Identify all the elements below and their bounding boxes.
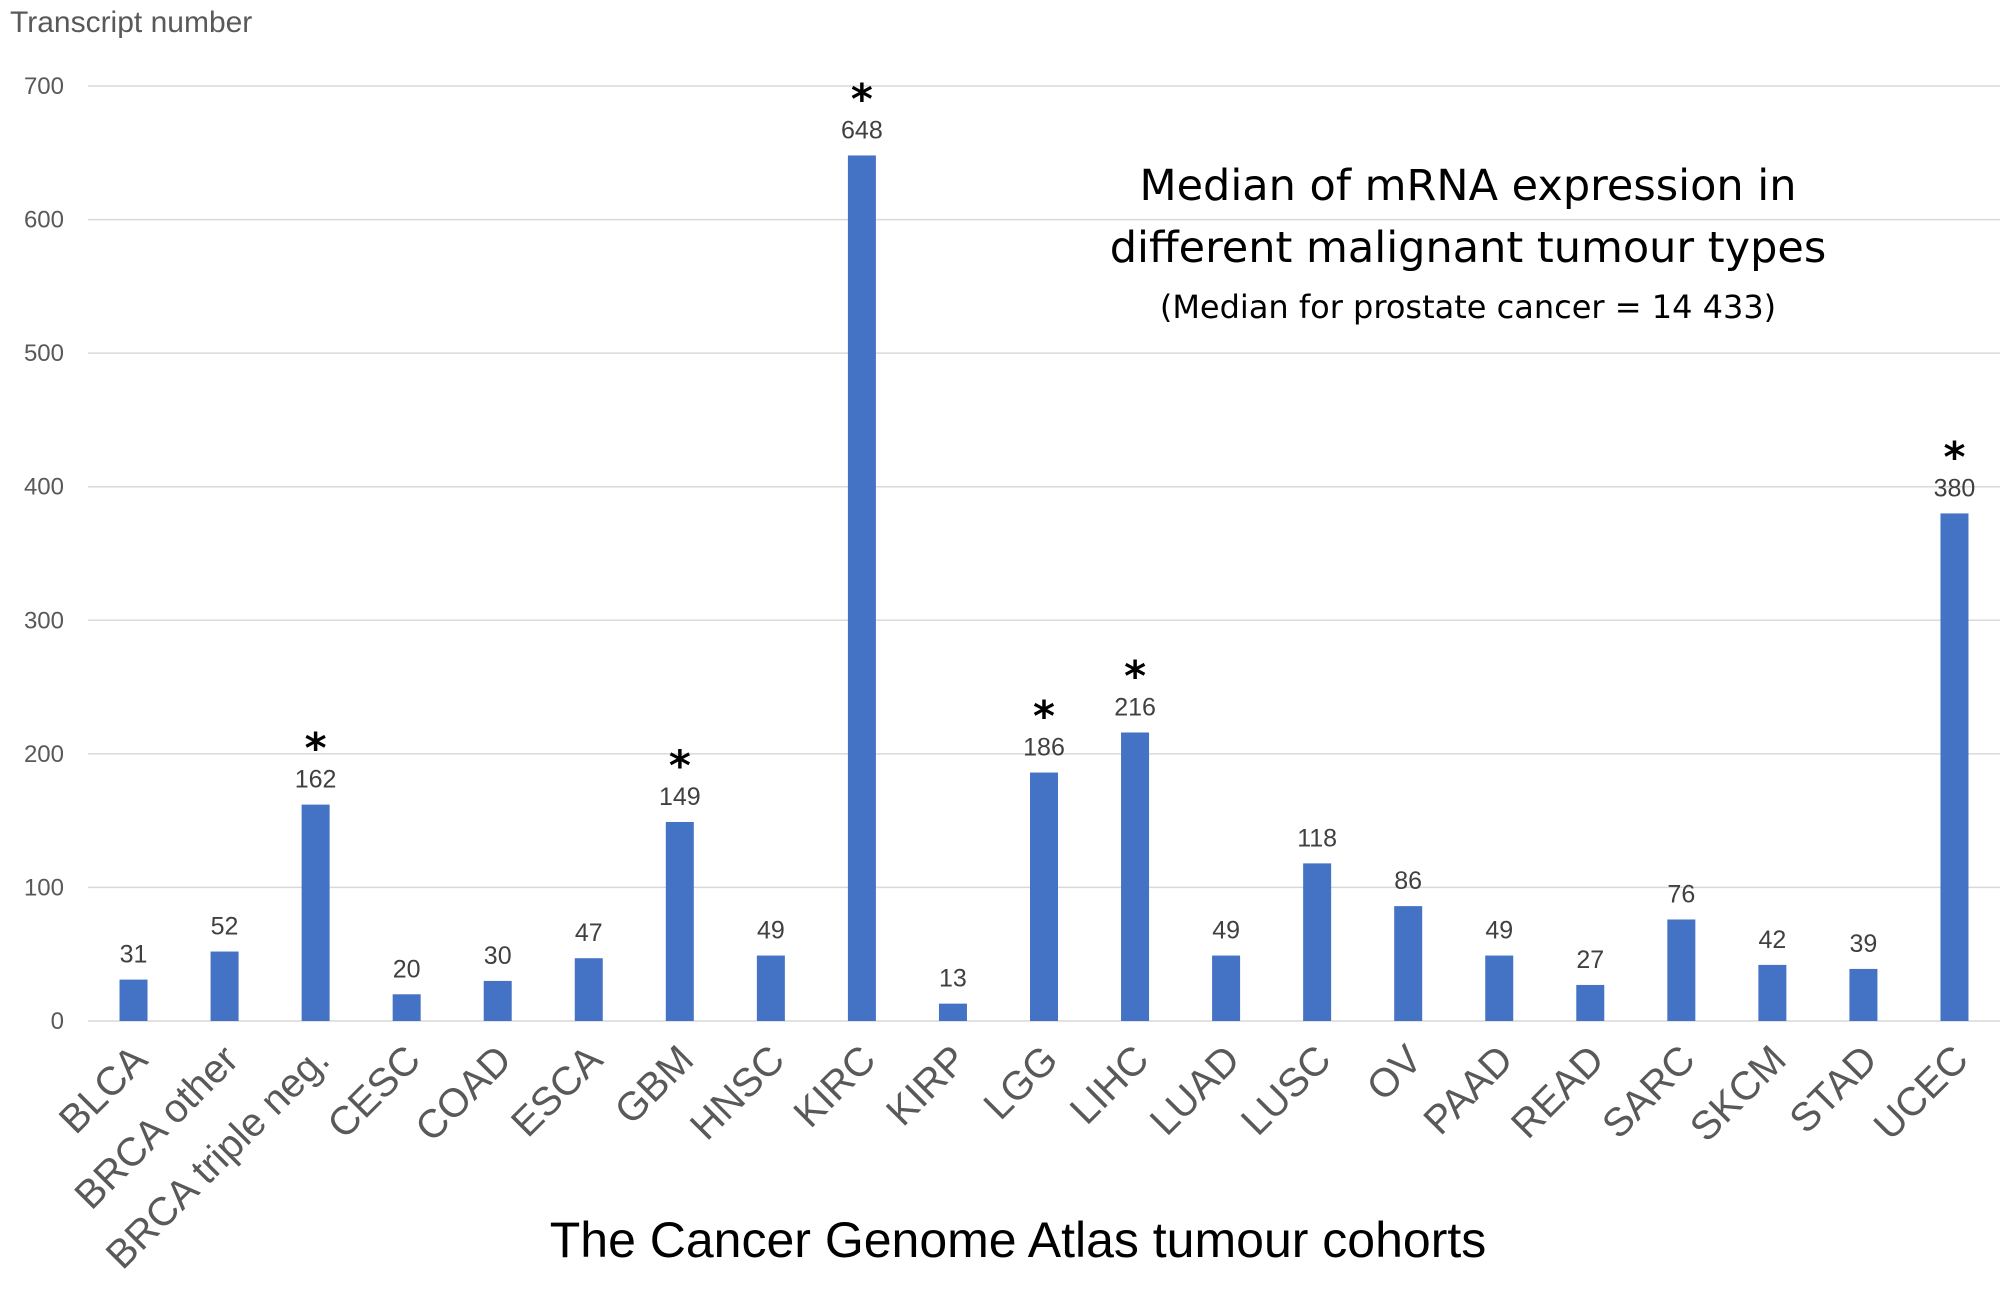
significance-star: * bbox=[1033, 692, 1055, 741]
data-labels: 31 52 162 20 30 47 149 49 648 13 186 216 49 118 86 49 27… bbox=[120, 116, 1976, 992]
x-category-label: READ bbox=[1503, 1037, 1613, 1147]
annotation-line-2: different malignant tumour types bbox=[1110, 223, 1826, 273]
bar bbox=[1212, 955, 1241, 1021]
gridlines bbox=[88, 85, 2000, 1022]
x-category-label: SKCM bbox=[1682, 1037, 1795, 1150]
bar bbox=[1849, 968, 1878, 1021]
bar bbox=[1030, 772, 1058, 1021]
x-category-label: UCEC bbox=[1866, 1037, 1977, 1148]
y-axis-tick-labels: 0 100 200 300 400 500 600 700 bbox=[24, 73, 64, 1035]
bar bbox=[1394, 906, 1423, 1021]
x-category-label: ESCA bbox=[503, 1037, 611, 1145]
x-category-label: LIHC bbox=[1062, 1037, 1158, 1133]
data-label: 52 bbox=[211, 913, 239, 941]
x-category-label: LGG bbox=[976, 1037, 1067, 1128]
y-tick-label: 600 bbox=[24, 207, 64, 234]
y-tick-label: 700 bbox=[24, 73, 64, 100]
data-label: 149 bbox=[659, 783, 701, 811]
data-label: 216 bbox=[1114, 693, 1156, 721]
data-label: 162 bbox=[295, 766, 337, 794]
bar bbox=[392, 994, 421, 1021]
annotation-line-1: Median of mRNA expression in bbox=[1139, 161, 1796, 211]
y-tick-label: 300 bbox=[24, 607, 64, 634]
x-category-label: HNSC bbox=[682, 1037, 793, 1148]
data-label: 47 bbox=[575, 919, 603, 947]
bar bbox=[847, 155, 876, 1021]
x-category-label: KIRP bbox=[878, 1037, 975, 1134]
data-label: 39 bbox=[1850, 930, 1878, 958]
y-tick-label: 500 bbox=[24, 340, 64, 367]
x-axis-title: The Cancer Genome Atlas tumour cohorts bbox=[550, 1212, 1487, 1268]
significance-star: * bbox=[305, 724, 327, 773]
x-category-label: COAD bbox=[407, 1037, 520, 1150]
data-label: 76 bbox=[1667, 880, 1695, 908]
x-category-label: SARC bbox=[1594, 1037, 1704, 1147]
data-label: 31 bbox=[120, 941, 148, 969]
significance-star: * bbox=[1943, 432, 1965, 481]
significance-star: * bbox=[669, 741, 691, 790]
y-tick-label: 0 bbox=[51, 1008, 64, 1035]
data-label: 13 bbox=[939, 965, 967, 993]
bar bbox=[1667, 919, 1696, 1021]
x-category-label: PAAD bbox=[1416, 1037, 1522, 1143]
bar bbox=[938, 1003, 967, 1021]
data-label: 49 bbox=[757, 917, 785, 945]
bar bbox=[756, 955, 785, 1021]
bar bbox=[1758, 964, 1787, 1021]
data-label: 648 bbox=[841, 116, 883, 144]
bar bbox=[210, 951, 239, 1021]
data-label: 20 bbox=[393, 955, 421, 983]
data-label: 27 bbox=[1576, 946, 1604, 974]
bar bbox=[119, 979, 148, 1021]
x-category-label: LUSC bbox=[1233, 1037, 1340, 1144]
bar bbox=[1303, 863, 1332, 1021]
bar bbox=[665, 821, 694, 1021]
significance-star: * bbox=[851, 74, 873, 123]
y-tick-label: 100 bbox=[24, 874, 64, 901]
bar bbox=[301, 804, 330, 1021]
bar bbox=[574, 958, 603, 1021]
bar bbox=[1485, 955, 1514, 1021]
y-axis-title: Transcript number bbox=[10, 6, 252, 39]
x-category-label: STAD bbox=[1781, 1037, 1885, 1141]
data-label: 30 bbox=[484, 942, 512, 970]
bar bbox=[1940, 513, 1969, 1021]
data-label: 380 bbox=[1934, 474, 1976, 502]
chart-annotation: Median of mRNA expression in different m… bbox=[1110, 161, 1826, 326]
data-label: 42 bbox=[1758, 926, 1786, 954]
y-tick-label: 200 bbox=[24, 741, 64, 768]
significance-star: * bbox=[1124, 651, 1146, 700]
bar bbox=[483, 980, 512, 1021]
x-category-label: KIRC bbox=[786, 1037, 885, 1136]
x-category-label: CESC bbox=[319, 1037, 429, 1147]
data-label: 49 bbox=[1212, 917, 1240, 945]
x-category-label: OV bbox=[1359, 1037, 1431, 1109]
bar bbox=[1576, 984, 1605, 1021]
data-label: 118 bbox=[1297, 824, 1337, 852]
x-category-label: LUAD bbox=[1142, 1037, 1249, 1144]
bars bbox=[119, 155, 1969, 1021]
bar bbox=[1121, 732, 1150, 1021]
data-label: 49 bbox=[1485, 917, 1513, 945]
data-label: 86 bbox=[1394, 867, 1422, 895]
y-tick-label: 400 bbox=[24, 474, 64, 501]
significance-markers: * * * * * * bbox=[305, 74, 1966, 790]
annotation-line-3: (Median for prostate cancer = 14 433) bbox=[1160, 288, 1776, 326]
data-label: 186 bbox=[1023, 734, 1065, 762]
